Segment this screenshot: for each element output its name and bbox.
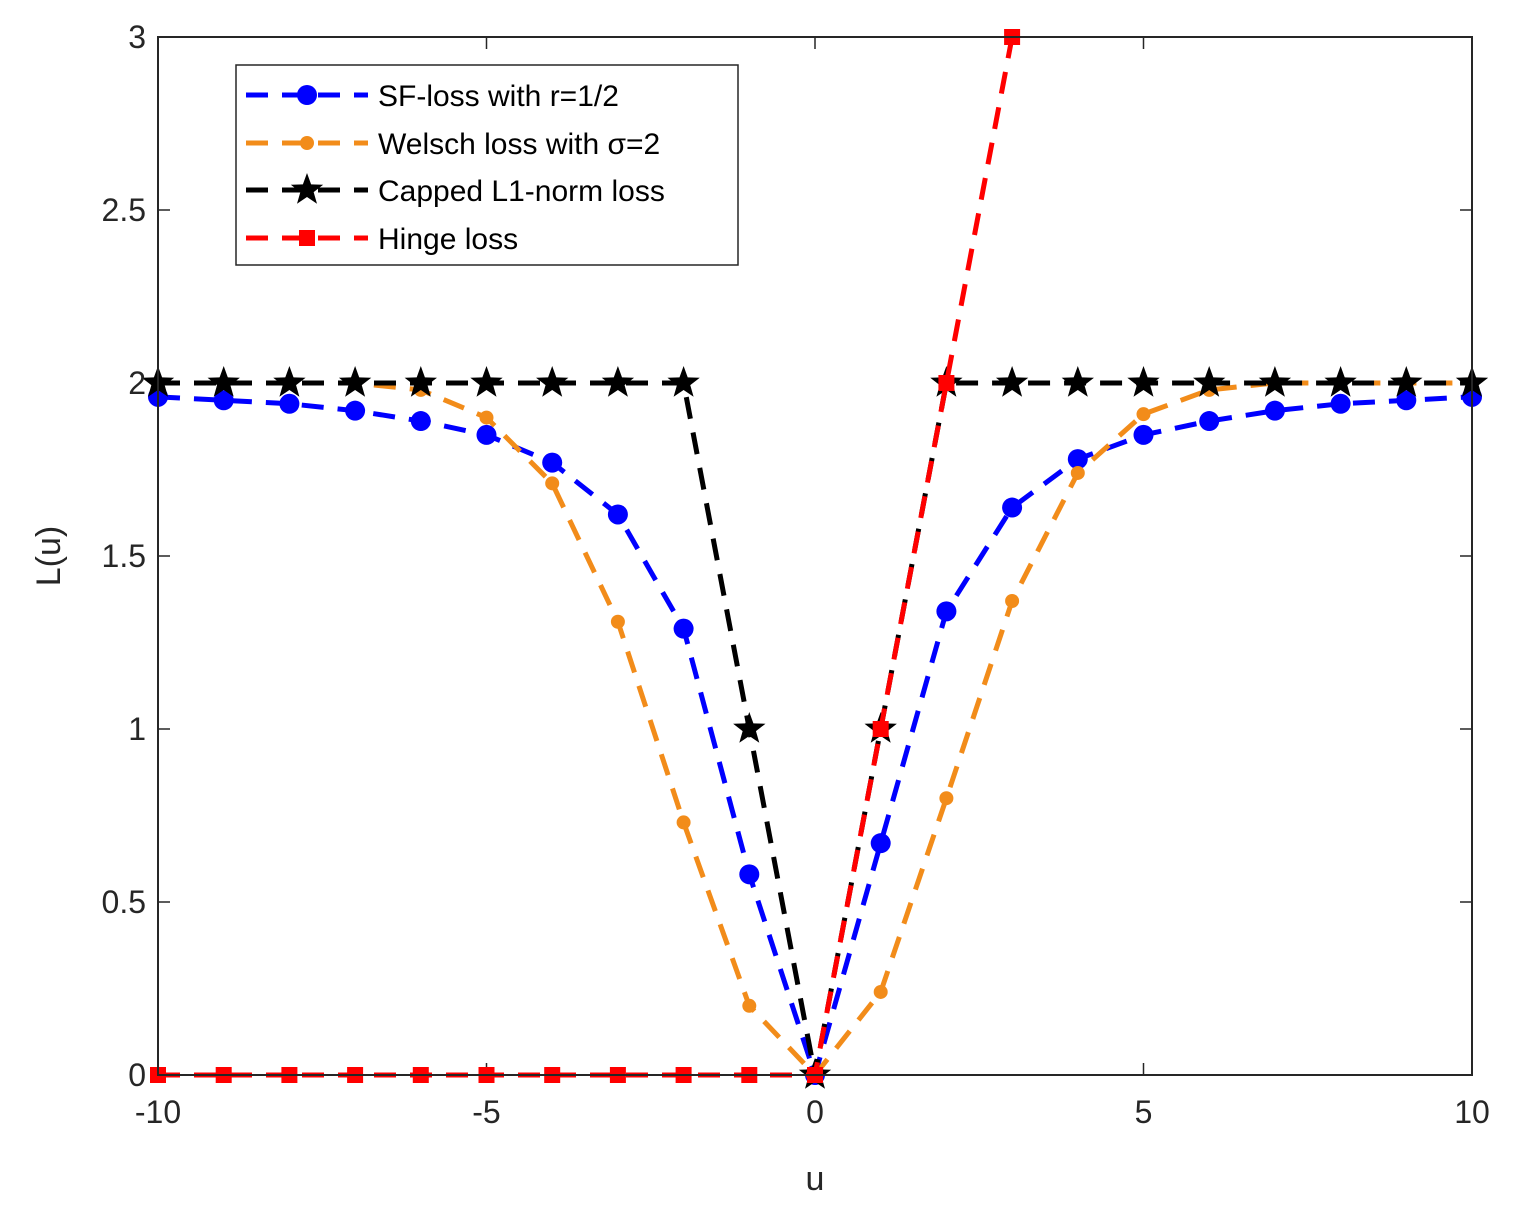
y-tick-label: 2.5 [102, 192, 146, 228]
sf-loss-point [542, 452, 563, 473]
capped-l1-loss-point [1324, 366, 1357, 397]
sf-loss-point [1199, 411, 1220, 432]
legend-label-welsch-loss: Welsch loss with σ=2 [378, 128, 660, 161]
sf-loss-point [936, 601, 957, 622]
hinge-loss-point [872, 721, 889, 737]
x-tick-label: -5 [472, 1094, 500, 1130]
y-tick-label: 3 [128, 19, 146, 55]
x-tick-label: -10 [135, 1094, 181, 1130]
legend-marker-capped-l1-loss [290, 173, 324, 204]
welsch-loss-point [479, 410, 494, 425]
hinge-loss-line [158, 36, 1015, 1078]
y-axis-label: L(u) [30, 526, 68, 586]
capped-l1-loss-point [273, 366, 306, 397]
y-tick-label: 1.5 [102, 538, 146, 574]
welsch-loss-point [873, 984, 888, 999]
capped-l1-loss-point [338, 366, 372, 397]
legend-marker-hinge-loss [299, 230, 315, 246]
sf-loss-point [1330, 393, 1351, 414]
capped-l1-loss-point [601, 366, 635, 397]
welsch-loss-point [676, 815, 691, 830]
welsch-loss-point [742, 998, 757, 1013]
sf-loss-point [410, 411, 431, 432]
x-axis-label: u [806, 1160, 825, 1198]
capped-l1-loss-point [995, 366, 1029, 397]
series-hinge-loss [150, 29, 1021, 1083]
legend-marker-welsch-loss [300, 136, 314, 150]
capped-l1-loss-point [1127, 366, 1160, 397]
legend-label-hinge-loss: Hinge loss [378, 223, 518, 256]
welsch-loss-point [1070, 465, 1085, 480]
legend-box [235, 64, 739, 266]
y-tick-label: 0.5 [102, 884, 146, 920]
x-tick-label: 10 [1454, 1094, 1490, 1130]
x-tick-label: 5 [1135, 1094, 1153, 1130]
capped-l1-loss-point [1061, 366, 1094, 397]
welsch-loss-point [610, 614, 625, 629]
sf-loss-point [739, 864, 760, 885]
legend-label-capped-l1-loss: Capped L1-norm loss [378, 175, 665, 208]
sf-loss-point [870, 833, 891, 854]
y-tick-label: 0 [128, 1057, 146, 1093]
plot-frame [157, 36, 1473, 1076]
capped-l1-loss-point [536, 366, 569, 397]
legend-label-sf-loss: SF-loss with r=1/2 [378, 80, 619, 113]
y-tick-label: 2 [128, 365, 146, 401]
capped-l1-loss-point [404, 366, 437, 397]
sf-loss-point [345, 400, 366, 421]
sf-loss-point [1133, 424, 1154, 445]
capped-l1-loss-point [1258, 366, 1292, 397]
welsch-loss-point [939, 791, 954, 806]
capped-l1-loss-point [470, 366, 503, 397]
legend: SF-loss with r=1/2 Welsch loss with σ=2 … [235, 64, 739, 266]
sf-loss-point [1067, 449, 1088, 470]
welsch-loss-point [545, 476, 560, 491]
sf-loss-point [1264, 400, 1285, 421]
sf-loss-point [476, 424, 497, 445]
sf-loss-point [673, 618, 694, 639]
legend-entries [246, 85, 368, 246]
labels-layer: -10 -5 0 5 10 0 0.5 1 1.5 2 2.5 3 [102, 19, 1490, 1130]
welsch-loss-point [1005, 593, 1020, 608]
legend-marker-sf-loss [297, 85, 317, 105]
y-tick-label: 1 [128, 711, 146, 747]
sf-loss-point [213, 390, 234, 411]
capped-l1-loss-point [733, 712, 766, 743]
capped-l1-loss-point [1390, 366, 1423, 397]
sf-loss-point [607, 504, 628, 525]
hinge-loss-point [938, 375, 955, 391]
sf-loss-point [1396, 390, 1417, 411]
sf-loss-point [1002, 497, 1023, 518]
capped-l1-loss-point [667, 366, 700, 397]
capped-l1-loss-point [1193, 366, 1226, 397]
capped-l1-loss-point [207, 366, 240, 397]
sf-loss-point [279, 393, 300, 414]
x-tick-label: 0 [806, 1094, 824, 1130]
welsch-loss-point [1136, 407, 1151, 422]
